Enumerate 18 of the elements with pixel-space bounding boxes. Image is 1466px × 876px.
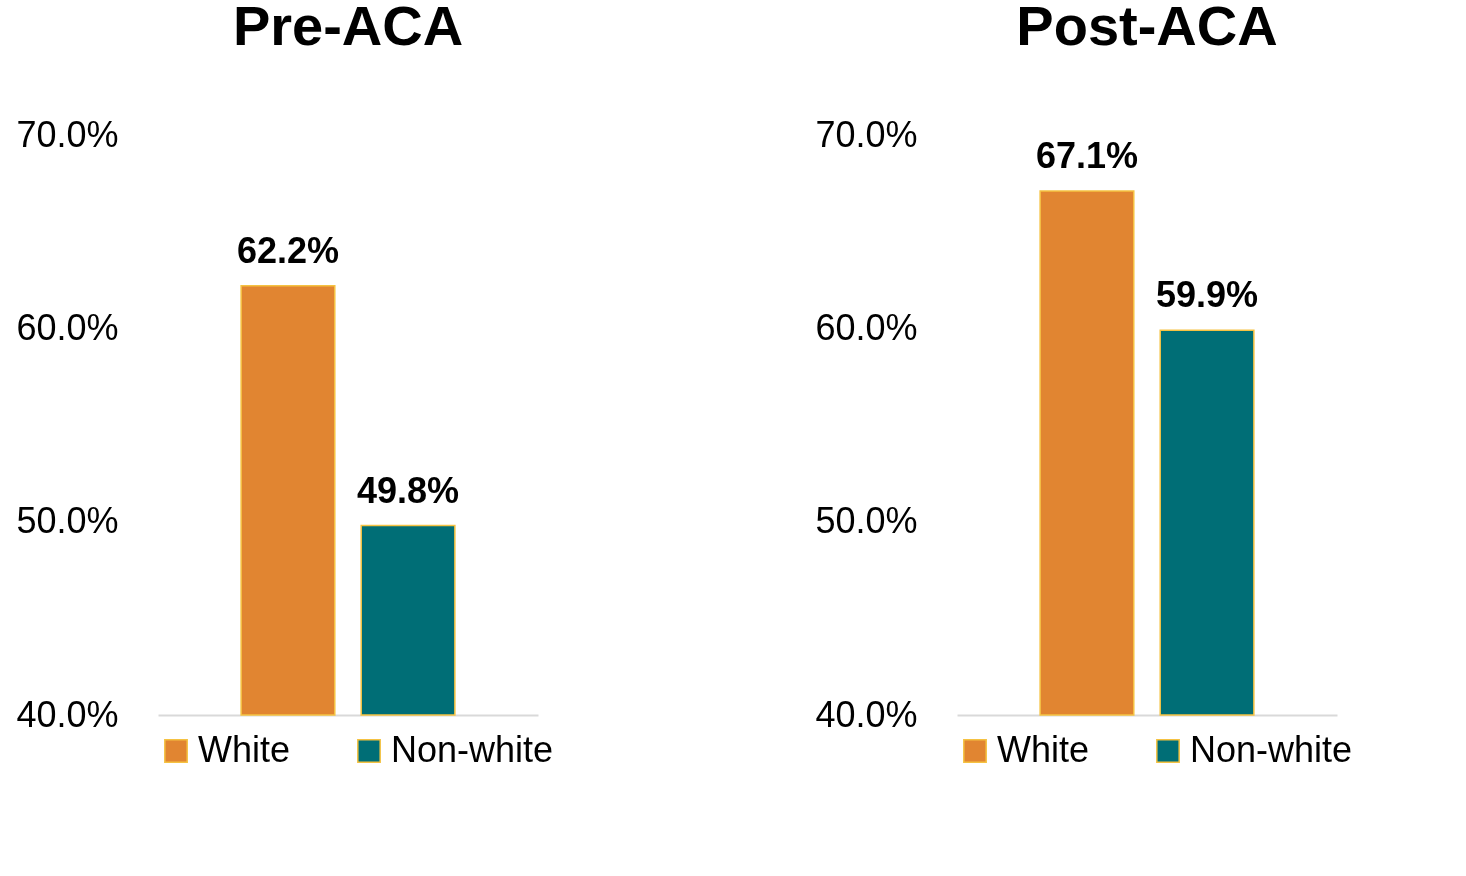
y-tick-label: 50.0% — [815, 500, 918, 542]
text: 62.2% — [236, 229, 339, 271]
text: 59.9% — [1156, 274, 1259, 316]
text: 49.8% — [357, 469, 460, 511]
y-tick-label: 40.0% — [815, 693, 918, 735]
y-tick-label: 50.0% — [16, 500, 119, 542]
legend-label: Non-white — [391, 729, 554, 770]
text: 67.1% — [1035, 135, 1138, 177]
legend-label: White — [198, 729, 291, 770]
y-tick-label: 60.0% — [16, 306, 119, 348]
y-tick-label: 60.0% — [815, 306, 918, 348]
y-tick-label: 70.0% — [16, 113, 119, 155]
chart-title: Post-ACA — [1016, 0, 1278, 57]
legend-label: Non-white — [1190, 729, 1353, 770]
y-tick-label: 40.0% — [16, 693, 119, 735]
y-tick-label: 70.0% — [815, 113, 918, 155]
chart-title: Pre-ACA — [232, 0, 464, 57]
legend-label: White — [997, 729, 1090, 770]
